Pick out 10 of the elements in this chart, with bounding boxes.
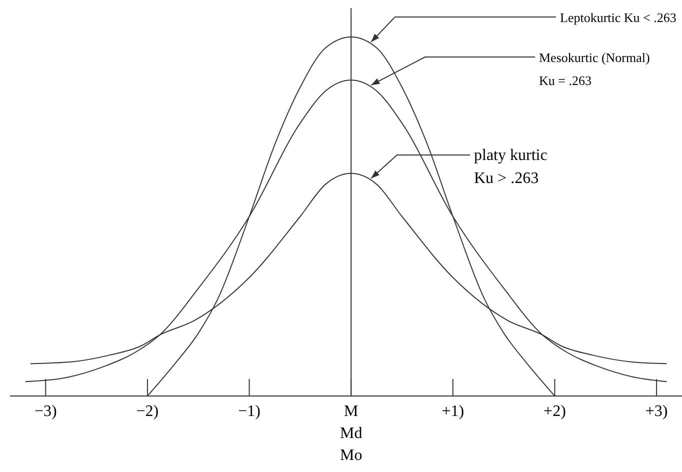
text: Leptokurtic Ku < .263	[560, 10, 676, 25]
x-tick-label: −2)	[136, 403, 159, 420]
annotation: Mesokurtic (Normal) Ku = .263	[539, 50, 650, 88]
x-tick-label: −1)	[238, 403, 260, 420]
x-tick-label: −3)	[34, 403, 57, 420]
x-tick-label: M Md Mo	[340, 403, 362, 464]
x-tick-label: +2)	[544, 403, 566, 420]
x-tick-label: +1)	[442, 403, 464, 420]
annotation: platy kurtic Ku > .263	[474, 147, 548, 187]
x-tick-label: +3)	[645, 403, 668, 420]
